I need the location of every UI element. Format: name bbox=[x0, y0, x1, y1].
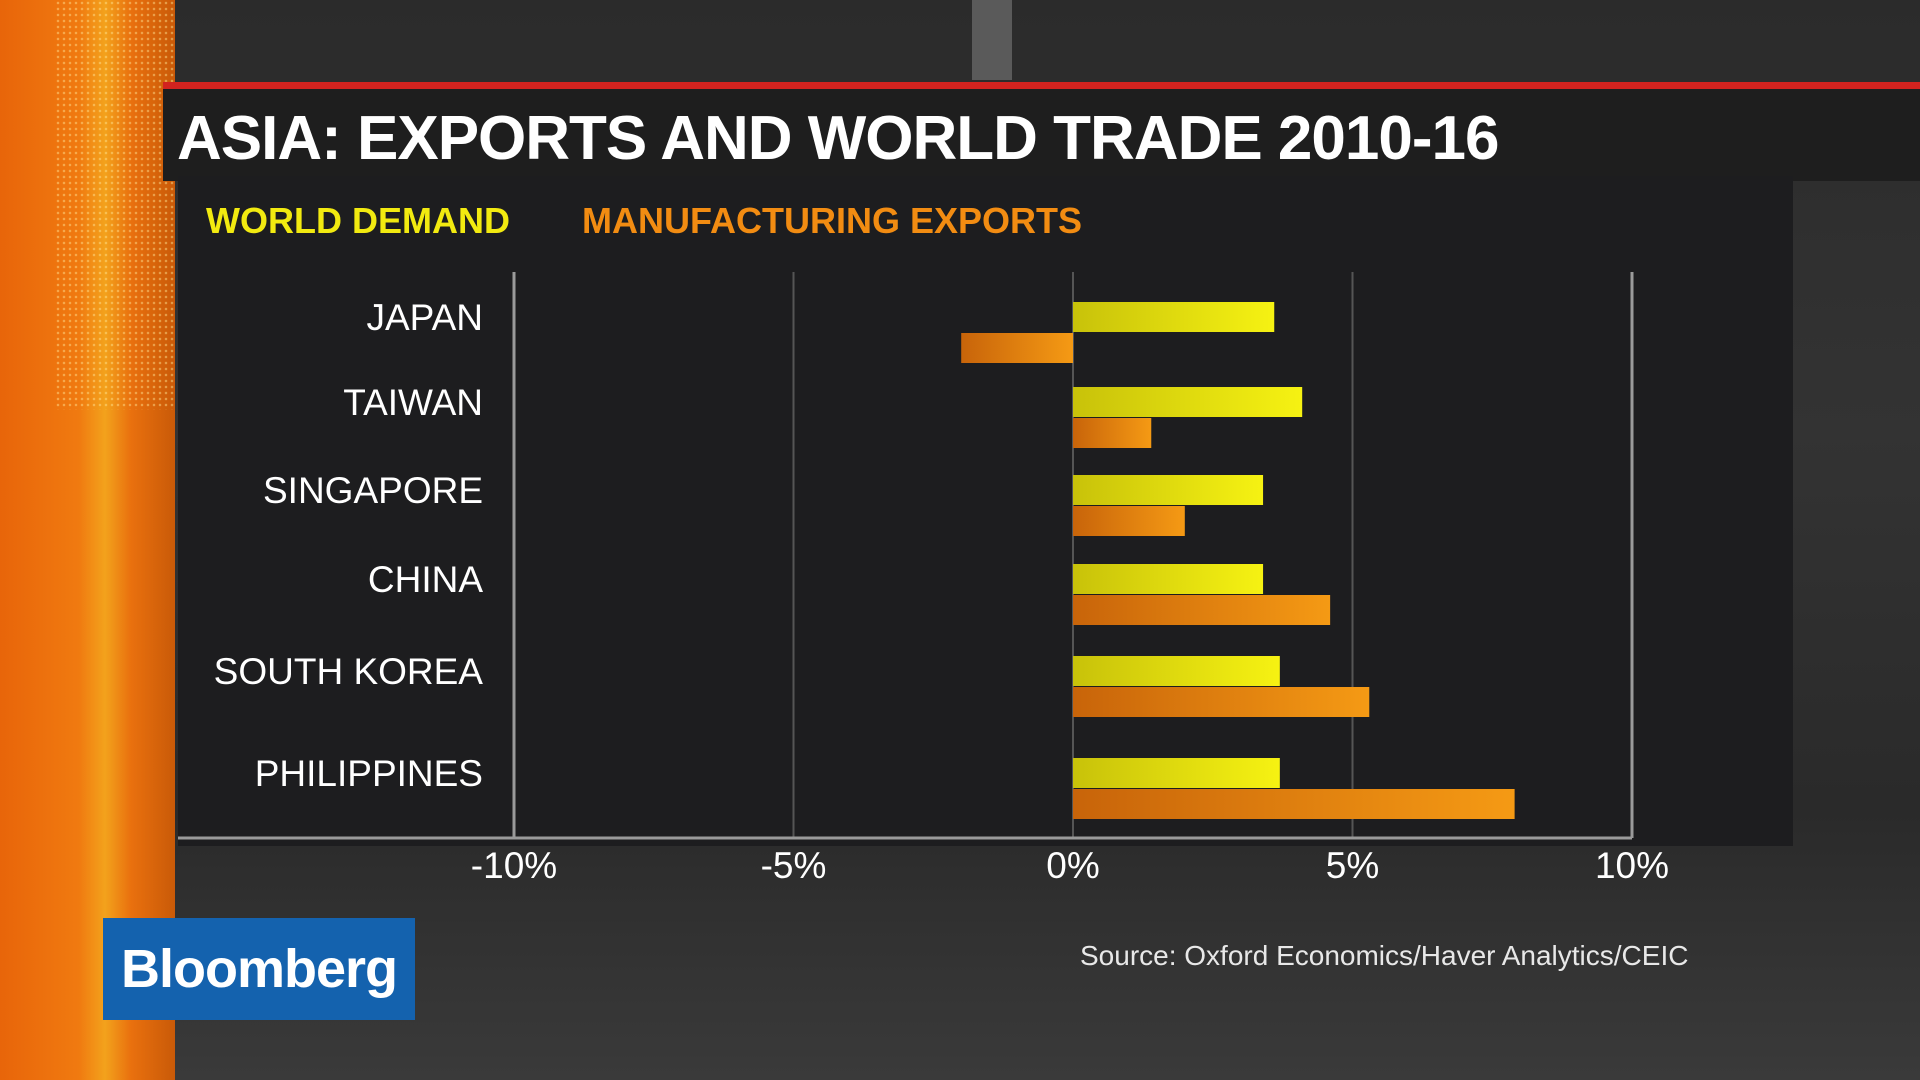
bar-manufacturing-exports-japan bbox=[961, 333, 1073, 363]
orange-side-strip bbox=[0, 0, 175, 1080]
chart-title: ASIA: EXPORTS AND WORLD TRADE 2010-16 bbox=[177, 104, 1499, 173]
x-tick-label-3: 5% bbox=[1326, 845, 1379, 886]
bar-world-demand-philippines bbox=[1073, 758, 1280, 788]
category-label-3: CHINA bbox=[368, 559, 483, 600]
category-label-2: SINGAPORE bbox=[263, 470, 483, 511]
bar-world-demand-south-korea bbox=[1073, 656, 1280, 686]
x-tick-label-0: -10% bbox=[471, 845, 557, 886]
legend-world-demand: WORLD DEMAND bbox=[206, 200, 510, 241]
bar-world-demand-japan bbox=[1073, 302, 1275, 332]
bar-world-demand-singapore bbox=[1073, 475, 1264, 505]
bar-manufacturing-exports-china bbox=[1073, 595, 1331, 625]
source-note: Source: Oxford Economics/Haver Analytics… bbox=[1080, 940, 1689, 971]
category-label-0: JAPAN bbox=[366, 297, 483, 338]
bar-world-demand-china bbox=[1073, 564, 1264, 594]
bar-manufacturing-exports-philippines bbox=[1073, 789, 1515, 819]
category-label-5: PHILIPPINES bbox=[255, 753, 483, 794]
category-label-1: TAIWAN bbox=[343, 382, 483, 423]
bar-manufacturing-exports-singapore bbox=[1073, 506, 1185, 536]
category-label-4: SOUTH KOREA bbox=[214, 651, 484, 692]
bar-manufacturing-exports-south-korea bbox=[1073, 687, 1370, 717]
title-bar: ASIA: EXPORTS AND WORLD TRADE 2010-16 bbox=[163, 82, 1920, 181]
x-tick-label-4: 10% bbox=[1595, 845, 1669, 886]
x-tick-label-1: -5% bbox=[761, 845, 827, 886]
bar-world-demand-taiwan bbox=[1073, 387, 1303, 417]
x-tick-label-2: 0% bbox=[1046, 845, 1099, 886]
bar-manufacturing-exports-taiwan bbox=[1073, 418, 1152, 448]
top-accent-bar bbox=[972, 0, 1012, 80]
bloomberg-logo: Bloomberg bbox=[103, 918, 415, 1020]
dot-pattern bbox=[55, 0, 175, 410]
chart-panel bbox=[178, 176, 1793, 846]
legend-manufacturing-exports: MANUFACTURING EXPORTS bbox=[582, 200, 1083, 241]
